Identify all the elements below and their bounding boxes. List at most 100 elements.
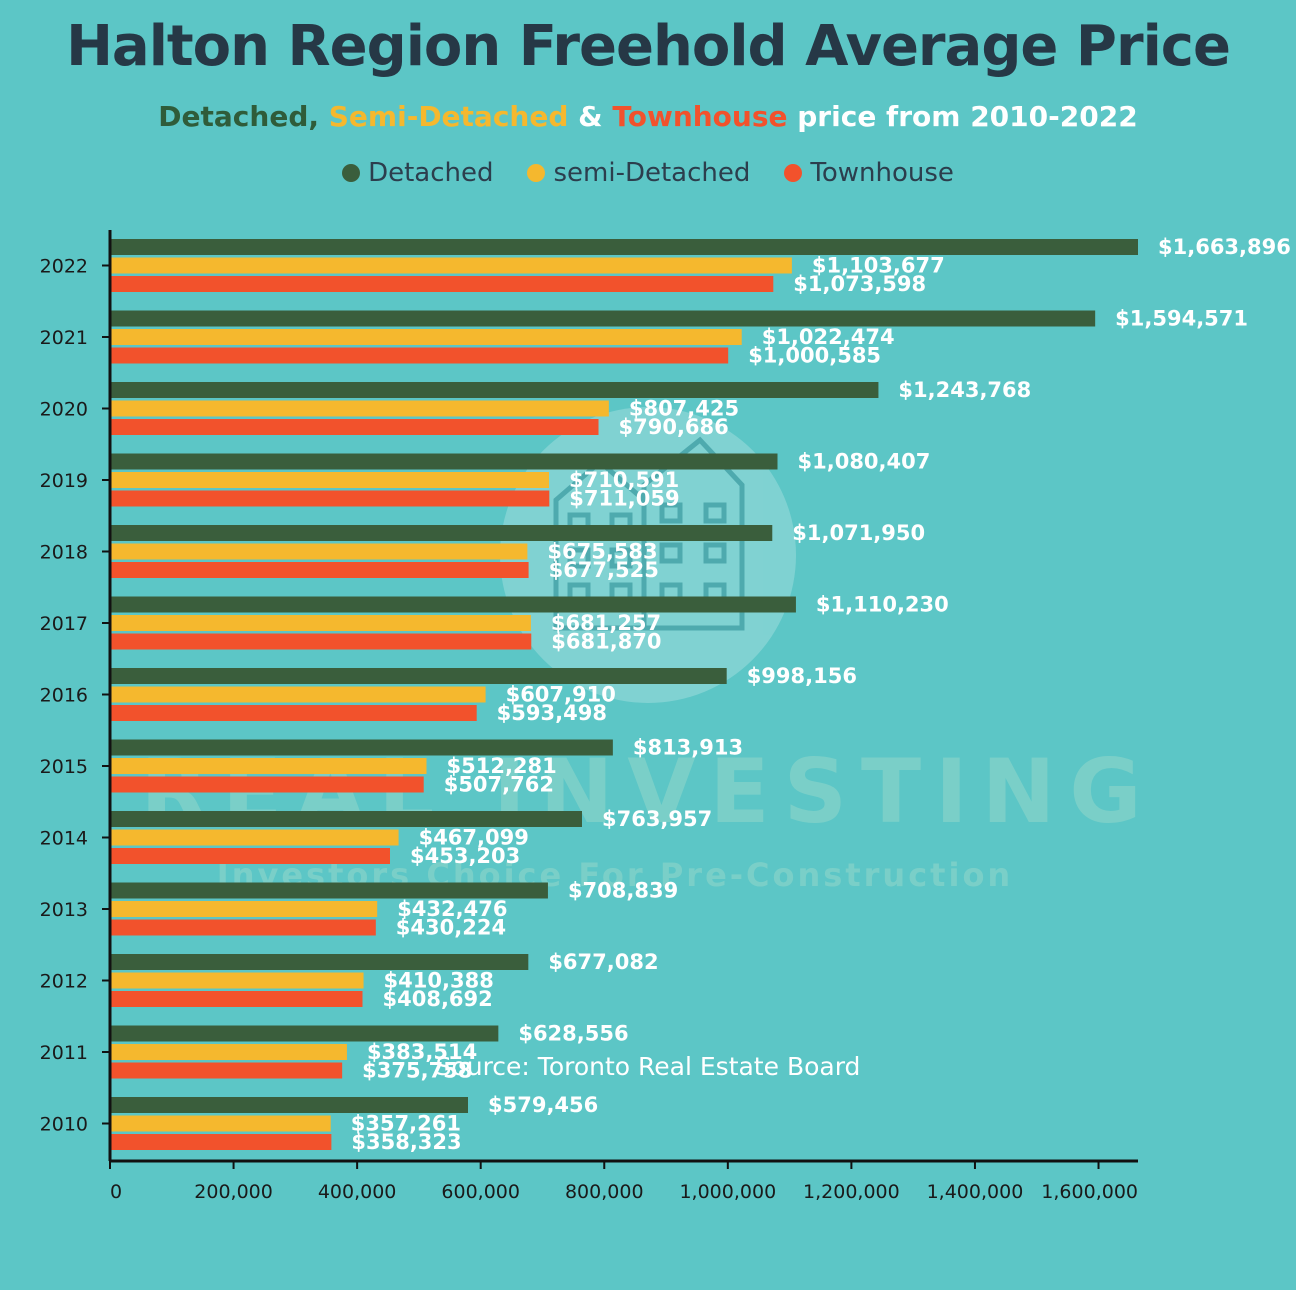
- bar-semi-detached-2020: [110, 400, 609, 417]
- bar-townhouse-2020: [110, 419, 599, 435]
- bar-semi-detached-2015: [110, 758, 427, 774]
- x-tick-label-400000: 400,000: [318, 1181, 397, 1203]
- x-tick-label-1600000: 1,600,000: [1041, 1181, 1138, 1203]
- value-label-townhouse-2015: $507,762: [444, 773, 554, 797]
- y-tick-label-2019: 2019: [40, 470, 88, 492]
- bar-semi-detached-2014: [110, 829, 399, 846]
- value-label-townhouse-2019: $711,059: [569, 487, 679, 511]
- bar-detached-2012: [110, 954, 529, 970]
- bar-semi-detached-2017: [110, 615, 531, 631]
- chart-subtitle: Detached, Semi-Detached & Townhouse pric…: [0, 100, 1296, 133]
- bar-townhouse-2017: [110, 633, 532, 650]
- bar-detached-2022: [110, 239, 1138, 255]
- x-tick-label-200000: 200,000: [194, 1181, 273, 1203]
- value-label-semi-detached-2016: $607,910: [506, 683, 616, 707]
- subtitle-and: &: [578, 100, 603, 133]
- x-tick-label-1400000: 1,400,000: [927, 1181, 1024, 1203]
- value-label-semi-detached-2012: $410,388: [384, 969, 494, 993]
- value-label-semi-detached-2014: $467,099: [419, 826, 529, 850]
- value-label-detached-2019: $1,080,407: [798, 450, 931, 474]
- value-label-detached-2017: $1,110,230: [816, 593, 949, 617]
- subtitle-detached: Detached,: [158, 100, 320, 133]
- bar-detached-2017: [110, 596, 796, 613]
- bar-semi-detached-2022: [110, 257, 792, 274]
- bar-townhouse-2010: [110, 1134, 332, 1150]
- value-label-townhouse-2021: $1,000,585: [748, 344, 881, 368]
- x-tick-label-1200000: 1,200,000: [803, 1181, 900, 1203]
- value-label-semi-detached-2019: $710,591: [569, 468, 679, 492]
- value-label-townhouse-2011: $375,758: [362, 1059, 472, 1083]
- value-label-semi-detached-2017: $681,257: [551, 611, 661, 635]
- bar-townhouse-2014: [110, 848, 391, 864]
- x-tick-label-800000: 800,000: [565, 1181, 644, 1203]
- value-label-townhouse-2022: $1,073,598: [793, 272, 926, 296]
- value-label-townhouse-2018: $677,525: [549, 558, 659, 582]
- bar-semi-detached-2010: [110, 1115, 331, 1132]
- value-label-townhouse-2010: $358,323: [351, 1130, 461, 1154]
- bar-detached-2019: [110, 453, 778, 470]
- value-label-detached-2010: $579,456: [488, 1093, 598, 1117]
- axes-layer: 2022 2021 2020 2019 2018 2017 2016 2015 2014 2013…: [40, 230, 1138, 1203]
- bar-townhouse-2021: [110, 347, 729, 364]
- y-tick-label-2012: 2012: [40, 971, 88, 993]
- y-tick-label-2018: 2018: [40, 542, 88, 564]
- chart-legend: Detached semi-Detached Townhouse: [0, 158, 1296, 188]
- value-label-detached-2016: $998,156: [747, 664, 857, 688]
- bar-semi-detached-2016: [110, 686, 486, 703]
- subtitle-semi: Semi-Detached: [328, 100, 569, 133]
- watermark-circle: [500, 407, 796, 703]
- bar-semi-detached-2012: [110, 972, 364, 989]
- source-note: Source: Toronto Real Estate Board: [435, 1052, 861, 1081]
- value-label-semi-detached-2022: $1,103,677: [812, 254, 945, 278]
- legend-item-detached: Detached: [342, 158, 493, 188]
- bar-detached-2014: [110, 811, 582, 827]
- y-tick-label-2017: 2017: [40, 613, 88, 635]
- y-tick-label-2016: 2016: [40, 685, 88, 707]
- y-tick-label-2014: 2014: [40, 828, 88, 850]
- value-label-detached-2021: $1,594,571: [1115, 307, 1248, 331]
- bar-semi-detached-2021: [110, 329, 742, 345]
- value-label-detached-2013: $708,839: [568, 879, 678, 903]
- value-label-semi-detached-2021: $1,022,474: [762, 325, 895, 349]
- value-label-detached-2011: $628,556: [518, 1022, 628, 1046]
- y-tick-label-2020: 2020: [40, 399, 88, 421]
- bar-townhouse-2016: [110, 705, 477, 721]
- subtitle-townhouse: Townhouse: [612, 100, 788, 133]
- bar-detached-2011: [110, 1025, 499, 1042]
- value-label-semi-detached-2013: $432,476: [397, 897, 507, 921]
- value-label-semi-detached-2020: $807,425: [629, 397, 739, 421]
- legend-label-detached: Detached: [368, 158, 494, 188]
- bar-townhouse-2011: [110, 1062, 343, 1079]
- legend-label-semi: semi-Detached: [553, 158, 751, 188]
- bar-detached-2016: [110, 668, 727, 684]
- legend-dot-detached: [342, 164, 361, 182]
- bar-detached-2020: [110, 382, 879, 398]
- value-label-semi-detached-2015: $512,281: [447, 754, 557, 778]
- value-label-semi-detached-2011: $383,514: [367, 1040, 477, 1064]
- value-label-townhouse-2013: $430,224: [396, 916, 506, 940]
- x-tick-label-600000: 600,000: [441, 1181, 520, 1203]
- bar-townhouse-2018: [110, 562, 529, 578]
- legend-item-semi: semi-Detached: [527, 158, 750, 188]
- y-tick-label-2013: 2013: [40, 899, 88, 921]
- bar-semi-detached-2019: [110, 472, 550, 488]
- x-tick-label-0: 0: [110, 1181, 122, 1203]
- value-label-townhouse-2020: $790,686: [619, 415, 729, 439]
- y-tick-label-2010: 2010: [40, 1114, 88, 1136]
- bar-townhouse-2019: [110, 490, 550, 507]
- x-tick-label-1000000: 1,000,000: [679, 1181, 776, 1203]
- legend-dot-townhouse: [784, 164, 803, 182]
- bar-semi-detached-2018: [110, 543, 528, 560]
- y-tick-label-2011: 2011: [40, 1042, 88, 1064]
- value-label-detached-2015: $813,913: [633, 736, 743, 760]
- value-label-detached-2014: $763,957: [602, 807, 712, 831]
- building-icon: [553, 436, 745, 631]
- subtitle-rest: price from 2010-2022: [797, 100, 1138, 133]
- value-labels-layer: $1,663,896 $1,103,677$1,073,598 $1,594,571…: [351, 235, 1291, 1154]
- chart-title: Halton Region Freehold Average Price: [66, 14, 1231, 79]
- value-label-townhouse-2014: $453,203: [410, 844, 520, 868]
- legend-dot-semi: [527, 164, 546, 182]
- y-tick-label-2021: 2021: [40, 327, 88, 349]
- bar-townhouse-2022: [110, 276, 774, 292]
- value-label-detached-2022: $1,663,896: [1158, 235, 1291, 259]
